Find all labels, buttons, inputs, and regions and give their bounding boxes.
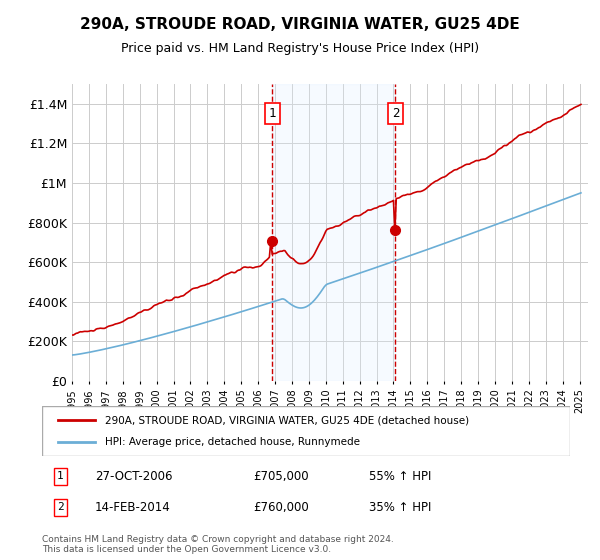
- Text: £760,000: £760,000: [253, 501, 309, 514]
- FancyBboxPatch shape: [42, 406, 570, 456]
- Text: 55% ↑ HPI: 55% ↑ HPI: [370, 470, 432, 483]
- Text: 1: 1: [268, 107, 276, 120]
- Text: 290A, STROUDE ROAD, VIRGINIA WATER, GU25 4DE (detached house): 290A, STROUDE ROAD, VIRGINIA WATER, GU25…: [106, 415, 469, 425]
- Text: 290A, STROUDE ROAD, VIRGINIA WATER, GU25 4DE: 290A, STROUDE ROAD, VIRGINIA WATER, GU25…: [80, 17, 520, 32]
- Text: 2: 2: [57, 502, 64, 512]
- Text: 35% ↑ HPI: 35% ↑ HPI: [370, 501, 432, 514]
- Text: Contains HM Land Registry data © Crown copyright and database right 2024.
This d: Contains HM Land Registry data © Crown c…: [42, 535, 394, 554]
- Bar: [272, 84, 395, 381]
- Text: 14-FEB-2014: 14-FEB-2014: [95, 501, 170, 514]
- Text: HPI: Average price, detached house, Runnymede: HPI: Average price, detached house, Runn…: [106, 437, 361, 447]
- Text: 2: 2: [392, 107, 399, 120]
- Text: Price paid vs. HM Land Registry's House Price Index (HPI): Price paid vs. HM Land Registry's House …: [121, 42, 479, 55]
- Text: £705,000: £705,000: [253, 470, 309, 483]
- Text: 1: 1: [57, 472, 64, 482]
- Text: 27-OCT-2006: 27-OCT-2006: [95, 470, 172, 483]
